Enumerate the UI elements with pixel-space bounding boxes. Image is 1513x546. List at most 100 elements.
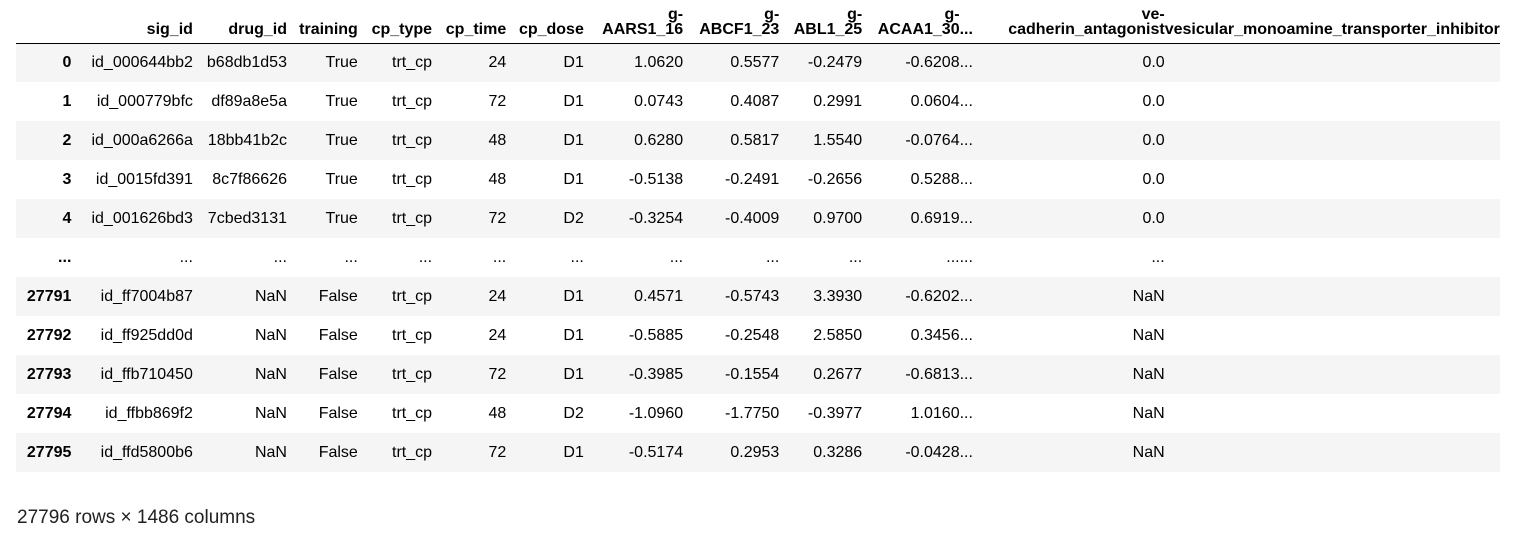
cell-g-aars1-16: -0.3985 — [628, 365, 684, 383]
cell-g-aars1-16: -0.5138 — [628, 170, 684, 188]
cell-sig-id: id_000779bfc — [96, 92, 193, 110]
cell-ellipsis: ... — [959, 170, 973, 188]
table-row: 27791 id_ff7004b87 NaN False trt_cp 24 D1 0.457… — [16, 277, 1500, 316]
cell-ellipsis: ... — [959, 365, 973, 383]
cell-g-abl1-25: -0.2656 — [807, 170, 863, 188]
cell-g-abcf1-23: 0.5817 — [730, 131, 780, 149]
table-row: 27795 id_ffd5800b6 NaN False trt_cp 72 D1 -0.51… — [16, 433, 1500, 472]
cell-drug-id: ... — [273, 248, 287, 266]
cell-g-acaa1-30: -0.6202 — [905, 287, 960, 305]
cell-g-acaa1-30: 0.0604 — [910, 92, 960, 110]
header-row: sig_id drug_id training cp_type cp_time … — [16, 0, 1500, 44]
header-drug-id: drug_id — [192, 0, 287, 44]
cell-g-abl1-25: 0.9700 — [813, 209, 863, 227]
cell-ellipsis: ... — [959, 209, 973, 227]
header-vesicular-monoamine-transporter-inhibitor: vesicular_monoamine_transporter_inhibito… — [1164, 0, 1500, 44]
cell-g-abcf1-23: -1.7750 — [725, 404, 780, 422]
cell-cp-type: trt_cp — [392, 170, 433, 188]
row-index: 1 — [62, 92, 72, 110]
row-index: 3 — [62, 170, 72, 188]
table-row: 27794 id_ffbb869f2 NaN False trt_cp 48 D2 -1.09… — [16, 394, 1500, 433]
row-index: ... — [58, 248, 72, 266]
cell-g-abl1-25: 0.2991 — [813, 92, 863, 110]
header-g-abcf1-23: g- ABCF1_23 — [683, 0, 780, 44]
row-index: 27791 — [26, 287, 72, 305]
cell-cp-time: 48 — [488, 131, 507, 149]
table-row: 1 id_000779bfc df89a8e5a True trt_cp 72 D1 0.07… — [16, 82, 1500, 121]
table-row: 3 id_0015fd391 8c7f86626 True trt_cp 48 D1 -0.5… — [16, 160, 1500, 199]
header-ve-cadherin-antagonist: ve- cadherin_antagonist — [981, 0, 1165, 44]
cell-drug-id: NaN — [254, 365, 287, 383]
cell-g-abl1-25: 2.5850 — [813, 326, 863, 344]
cell-sig-id: id_000a6266a — [91, 131, 193, 149]
header-g-acaa1-30-name: ACAA1_30 — [877, 20, 960, 38]
cell-g-abcf1-23: 0.2953 — [730, 443, 780, 461]
cell-g-acaa1-30: 0.3456 — [910, 326, 960, 344]
cell-g-acaa1-30: 1.0160 — [910, 404, 960, 422]
cell-drug-id: df89a8e5a — [211, 92, 287, 110]
cell-cp-type: trt_cp — [392, 53, 433, 71]
cell-g-acaa1-30: 0.5288 — [910, 170, 960, 188]
header-g-aars1-16-prefix: g- — [668, 5, 684, 23]
cell-g-acaa1-30: -0.6813 — [905, 365, 960, 383]
cell-vesicular-monoamine — [1165, 160, 1500, 199]
cell-sig-id: id_0015fd391 — [95, 170, 193, 188]
cell-g-acaa1-30: -0.0764 — [905, 131, 960, 149]
cell-g-aars1-16: -1.0960 — [628, 404, 684, 422]
cell-g-abl1-25: ... — [848, 248, 863, 266]
dataframe-scroll-area[interactable]: sig_id drug_id training cp_type cp_time … — [0, 0, 1500, 486]
cell-g-abcf1-23: 0.4087 — [730, 92, 780, 110]
cell-cp-type: ... — [418, 248, 433, 266]
cell-vesicular-monoamine — [1165, 82, 1500, 121]
cell-ve-cadherin-antagonist: NaN — [1132, 326, 1165, 344]
cell-cp-time: 72 — [488, 92, 507, 110]
header-g-abl1-25-prefix: g- — [847, 5, 863, 23]
cell-ellipsis: ... — [959, 443, 973, 461]
cell-drug-id: NaN — [254, 287, 287, 305]
header-ve-cadherin-name: cadherin_antagonist — [1008, 20, 1165, 38]
cell-cp-time: ... — [492, 248, 507, 266]
cell-training: False — [318, 287, 358, 305]
cell-g-aars1-16: ... — [669, 248, 684, 266]
cell-cp-dose: D1 — [563, 131, 584, 149]
cell-vesicular-monoamine — [1165, 433, 1500, 472]
cell-ellipsis: ... — [959, 131, 973, 149]
header-g-aars1-16: g- AARS1_16 — [583, 0, 684, 44]
cell-cp-dose: ... — [570, 248, 584, 266]
cell-g-abcf1-23: -0.2491 — [725, 170, 780, 188]
cell-vesicular-monoamine — [1165, 43, 1500, 82]
cell-ve-cadherin-antagonist: NaN — [1132, 287, 1165, 305]
cell-sig-id: id_ffb710450 — [100, 365, 193, 383]
cell-drug-id: 7cbed3131 — [207, 209, 287, 227]
header-g-aars1-16-name: AARS1_16 — [602, 20, 684, 38]
cell-cp-dose: D1 — [563, 326, 584, 344]
cell-training: True — [325, 209, 358, 227]
cell-cp-time: 48 — [488, 404, 507, 422]
cell-ve-cadherin-antagonist: 0.0 — [1142, 131, 1165, 149]
cell-g-abl1-25: 0.2677 — [813, 365, 863, 383]
cell-g-abcf1-23: -0.2548 — [725, 326, 780, 344]
cell-cp-time: 72 — [488, 443, 507, 461]
cell-g-aars1-16: 0.6280 — [634, 131, 684, 149]
cell-cp-type: trt_cp — [392, 404, 433, 422]
cell-g-acaa1-30: ... — [946, 248, 960, 266]
header-g-acaa1-30: g- ACAA1_30 — [862, 0, 960, 44]
cell-cp-type: trt_cp — [392, 365, 433, 383]
cell-cp-dose: D1 — [563, 365, 584, 383]
header-g-abcf1-23-prefix: g- — [764, 5, 780, 23]
cell-cp-time: 24 — [488, 53, 507, 71]
cell-vesicular-monoamine — [1165, 199, 1500, 238]
cell-drug-id: b68db1d53 — [206, 53, 287, 71]
cell-g-abcf1-23: ... — [765, 248, 780, 266]
dataframe-table: sig_id drug_id training cp_type cp_time … — [16, 0, 1500, 472]
cell-cp-time: 24 — [488, 287, 507, 305]
cell-g-abl1-25: -0.3977 — [807, 404, 863, 422]
table-row: 0 id_000644bb2 b68db1d53 True trt_cp 24 D1 1.06… — [16, 43, 1500, 82]
row-index: 27793 — [26, 365, 72, 383]
cell-g-aars1-16: -0.5174 — [628, 443, 684, 461]
header-g-abl1-25-name: ABL1_25 — [793, 20, 863, 38]
cell-cp-type: trt_cp — [392, 209, 433, 227]
table-row: 27793 id_ffb710450 NaN False trt_cp 72 D1 -0.39… — [16, 355, 1500, 394]
cell-vesicular-monoamine — [1165, 316, 1500, 355]
